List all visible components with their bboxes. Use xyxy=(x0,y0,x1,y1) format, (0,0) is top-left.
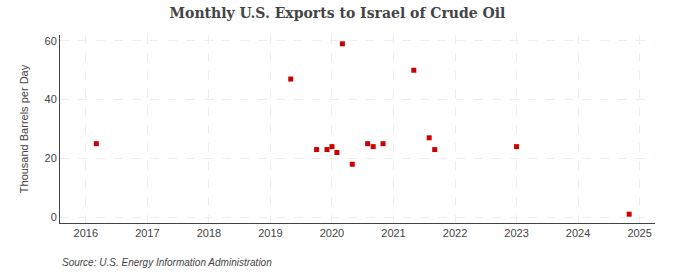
svg-text:2018: 2018 xyxy=(197,227,221,239)
svg-text:2024: 2024 xyxy=(566,227,590,239)
svg-text:2020: 2020 xyxy=(320,227,344,239)
svg-text:2016: 2016 xyxy=(74,227,98,239)
svg-text:Monthly U.S. Exports to Israel: Monthly U.S. Exports to Israel of Crude … xyxy=(170,5,506,21)
svg-text:2022: 2022 xyxy=(443,227,467,239)
svg-text:2023: 2023 xyxy=(504,227,528,239)
svg-text:2019: 2019 xyxy=(258,227,282,239)
svg-text:0: 0 xyxy=(51,211,57,223)
svg-text:20: 20 xyxy=(45,152,57,164)
svg-text:Thousand Barrels per Day: Thousand Barrels per Day xyxy=(18,64,30,193)
svg-text:Source: U.S. Energy Informatio: Source: U.S. Energy Information Administ… xyxy=(62,257,272,268)
svg-text:40: 40 xyxy=(45,93,57,105)
svg-text:60: 60 xyxy=(45,35,57,47)
svg-text:2017: 2017 xyxy=(135,227,159,239)
svg-text:2021: 2021 xyxy=(381,227,405,239)
svg-text:2025: 2025 xyxy=(627,227,651,239)
